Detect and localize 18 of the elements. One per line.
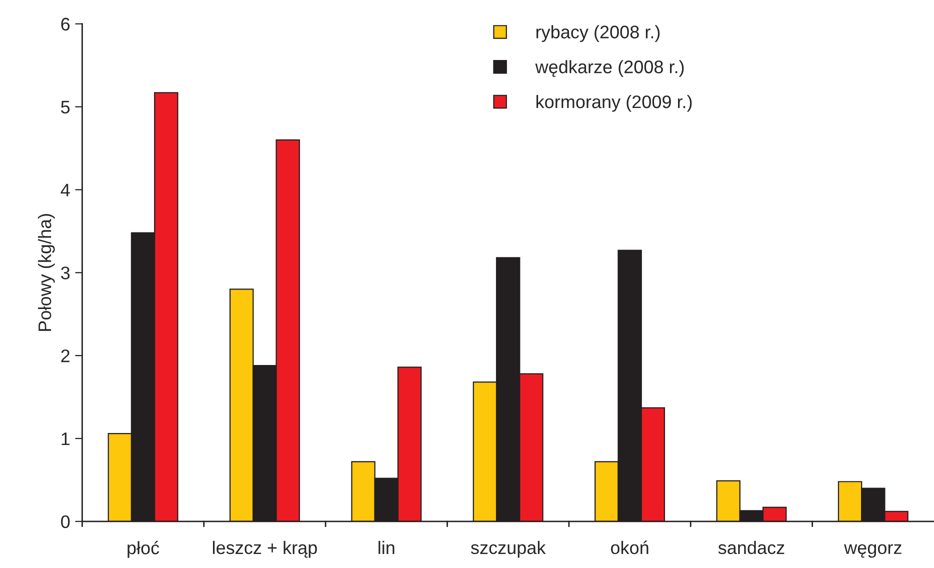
y-tick-label: 1 [62, 432, 70, 446]
legend-label: wędkarze (2008 r.) [535, 60, 684, 77]
legend-label: kormorany (2009 r.) [536, 94, 692, 112]
x-tick-label: szczupak [470, 540, 546, 558]
y-tick-label: 5 [61, 100, 70, 114]
x-tick-label: węgorz [844, 544, 902, 558]
x-tick-label: leszcz + krąp [213, 540, 317, 558]
legend-label: rybacy (2008 r.) [536, 25, 660, 42]
x-tick-label: sandacz [718, 540, 784, 554]
x-tick-label: lin [378, 540, 394, 554]
y-axis-title: Połowy (kg/ha) [38, 214, 55, 331]
y-tick-label: 4 [60, 184, 70, 196]
y-tick-label: 6 [61, 18, 70, 31]
y-tick-label: 0 [61, 515, 70, 528]
y-tick-label: 3 [61, 266, 70, 280]
x-tick-label: okoń [610, 540, 648, 554]
x-tick-label: płoć [128, 540, 160, 558]
y-tick-label: 2 [61, 350, 70, 362]
